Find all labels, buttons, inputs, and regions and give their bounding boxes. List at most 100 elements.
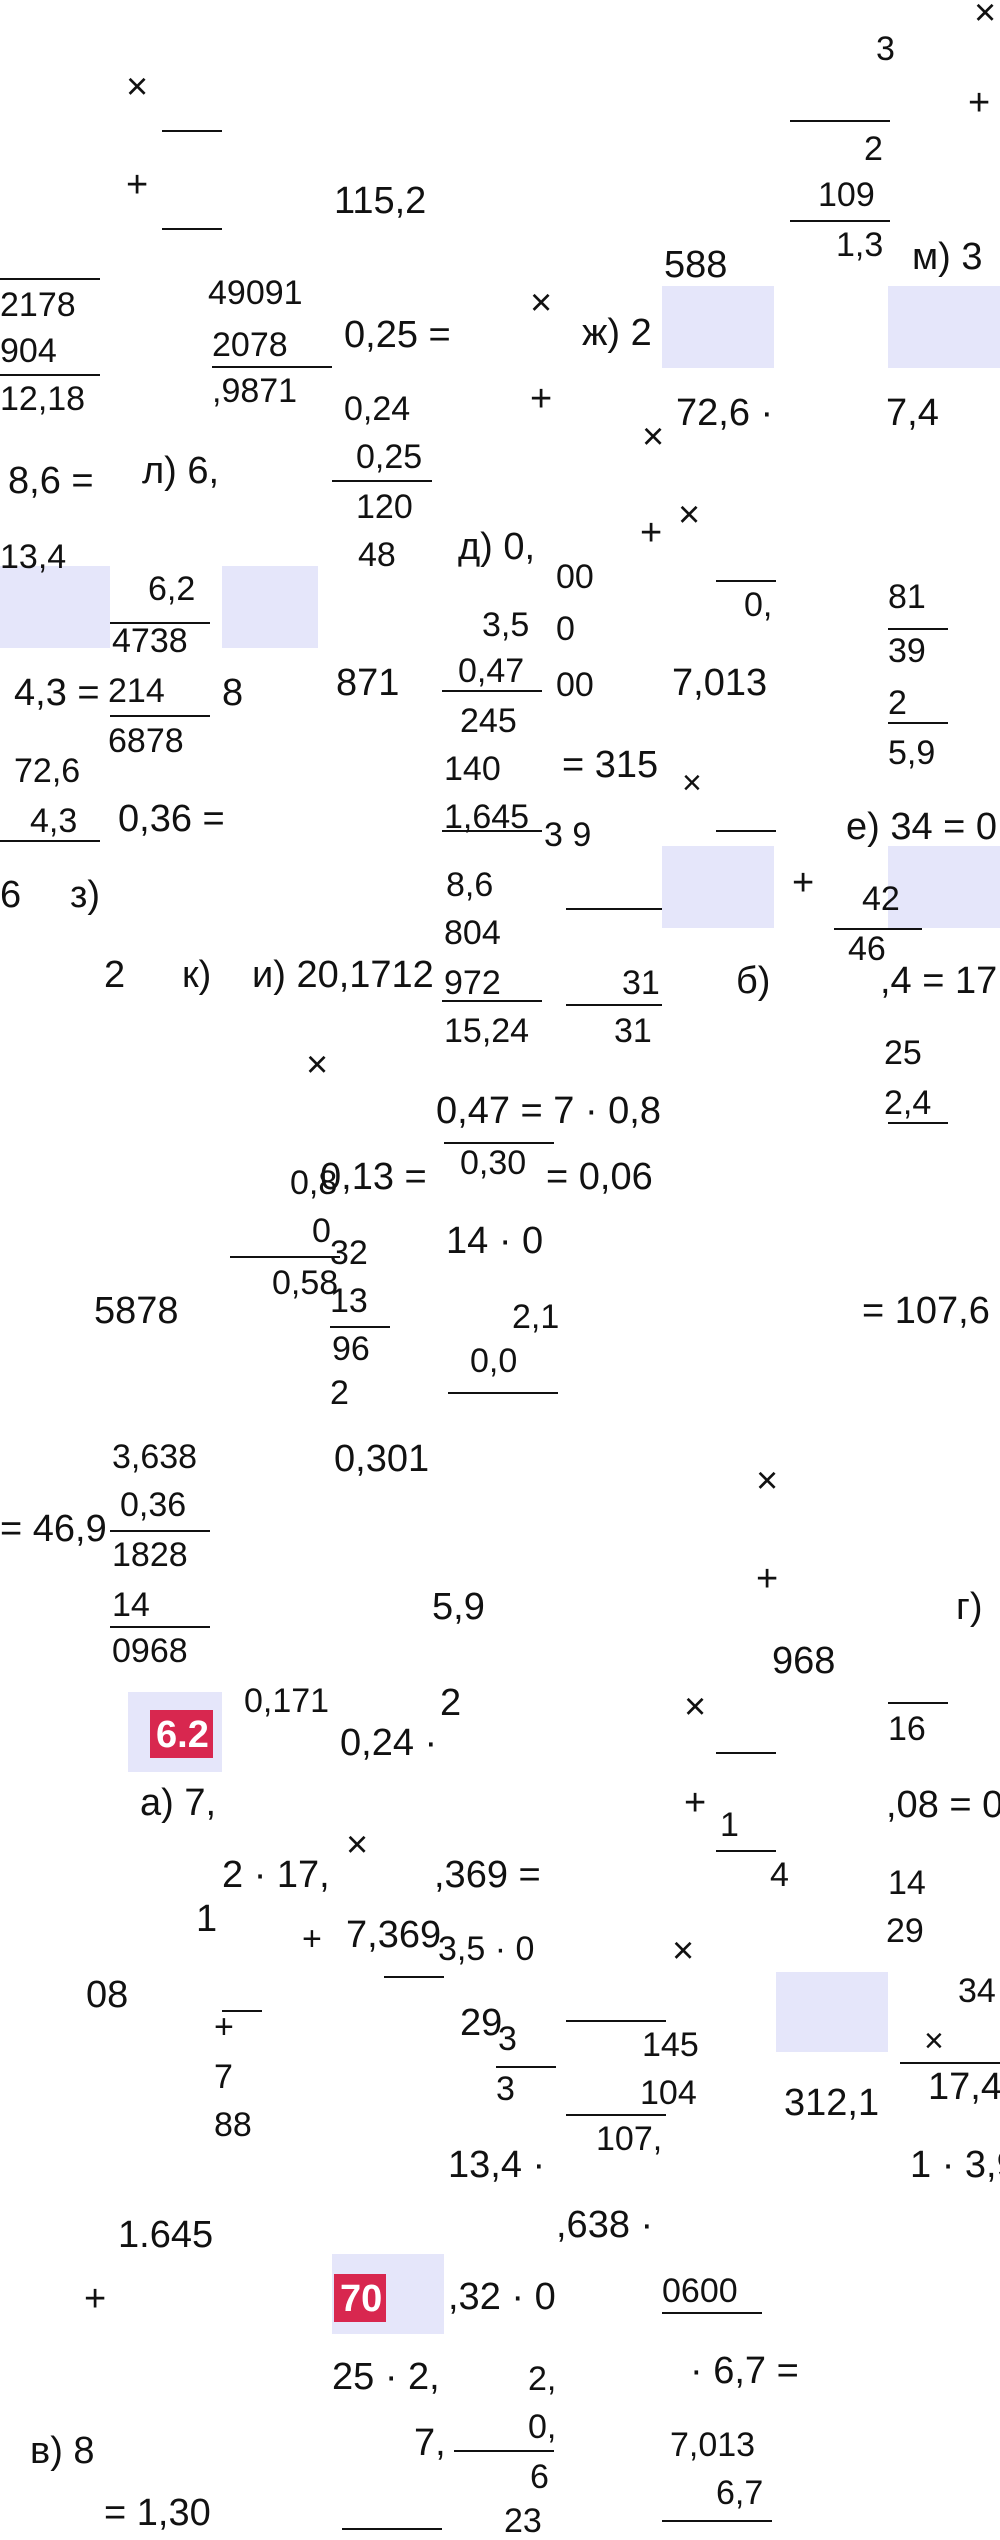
math-fragment: 13,4 · [448,2144,546,2186]
math-fragment: 2 [888,684,907,722]
math-fragment: 5,9 [888,734,936,772]
math-fragment: 17,4 [928,2066,1000,2108]
math-fragment: 2178 [0,286,76,324]
math-fragment: 39 [888,632,926,670]
fraction-rule [888,1122,948,1124]
math-fragment: 2, [528,2360,557,2398]
math-fragment: 312,1 [784,2082,880,2124]
math-fragment: 7,013 [670,2426,756,2464]
fraction-rule [162,228,222,230]
math-fragment: 00 [556,666,594,704]
fraction-rule [566,2114,666,2116]
math-fragment: + [684,1782,707,1824]
math-fragment: = 1,30 [104,2492,211,2534]
math-fragment: 25 · 2, [332,2356,440,2398]
math-fragment: + [530,378,553,420]
math-fragment: 96 [332,1330,370,1368]
math-fragment: + [302,1920,322,1958]
fraction-rule [332,480,432,482]
math-fragment: 109 [818,176,875,214]
highlight-box [662,286,774,368]
math-fragment: 0,301 [334,1438,430,1480]
math-fragment: л) 6, [142,450,220,492]
math-fragment: 31 [614,1012,652,1050]
math-fragment: × [126,66,149,108]
math-fragment: = 46,9 [0,1508,107,1550]
math-fragment: 2 [440,1682,462,1724]
math-fragment: ,08 = 0 [886,1784,1000,1826]
math-fragment: 145 [642,2026,699,2064]
fraction-rule [444,1142,554,1144]
math-fragment: ж) 2 [582,312,652,354]
math-fragment: 904 [0,332,57,370]
math-fragment: 72,6 [14,752,81,790]
math-fragment: 104 [640,2074,697,2112]
fraction-rule [330,1326,390,1328]
math-fragment: 23 [504,2502,542,2540]
fraction-rule [162,130,222,132]
math-fragment: × [306,1044,329,1086]
math-fragment: 0, [744,586,773,624]
math-fragment: × [346,1824,369,1866]
math-fragment: 13,4 [0,538,67,576]
math-fragment: 0,47 [458,652,525,690]
math-fragment: и) 20,1712 [252,954,434,996]
fraction-rule [566,2020,666,2022]
math-fragment: 16 [888,1710,926,1748]
math-fragment: 2 [330,1374,349,1412]
math-fragment: 0,47 = 7 · 0,8 [436,1090,661,1132]
math-fragment: 0,25 [356,438,423,476]
math-fragment: ,32 · 0 [448,2276,556,2318]
math-fragment: 1.645 [118,2214,214,2256]
fraction-rule [888,722,948,724]
fraction-rule [566,908,662,910]
math-fragment: 7,4 [886,392,939,434]
fraction-rule [342,2528,442,2530]
math-fragment: 3 [496,2070,515,2108]
math-fragment: 107, [596,2120,663,2158]
math-fragment: 2 [864,130,883,168]
math-fragment: 34 [958,1972,996,2010]
fraction-rule [716,580,776,582]
math-fragment: 804 [444,914,501,952]
math-fragment: × [756,1460,779,1502]
math-fragment: 42 [862,880,900,918]
fraction-rule [716,830,776,832]
math-fragment: 3,5 · 0 [438,1930,535,1968]
math-fragment: 29 [886,1912,924,1950]
math-fragment: г) [956,1586,983,1628]
math-fragment: к) [182,954,212,996]
math-fragment: 2 [104,954,126,996]
math-fragment: 0,30 [460,1144,527,1182]
math-fragment: 46 [848,930,886,968]
math-fragment: 245 [460,702,517,740]
badge-label: 6.2 [150,1710,213,1758]
math-fragment: 8,6 = [8,460,94,502]
math-fragment: а) 7, [140,1782,217,1824]
math-fragment: = 0,06 [546,1156,653,1198]
math-fragment: 968 [772,1640,836,1682]
math-fragment: 115,2 [334,180,427,222]
math-fragment: 0,36 = [118,798,225,840]
math-fragment: з) [70,874,101,916]
math-fragment: 14 [112,1586,150,1624]
math-fragment: 871 [336,662,400,704]
math-fragment: 48 [358,536,396,574]
math-fragment: 1 [720,1806,739,1844]
math-fragment: 0 [556,610,575,648]
math-fragment: 0 [312,1212,331,1250]
fraction-rule [888,628,948,630]
fraction-rule [0,840,100,842]
math-fragment: × [682,764,702,802]
fraction-rule [834,928,922,930]
math-fragment: + [640,512,663,554]
math-fragment: = 315 [562,744,659,786]
math-fragment: 0,0 [470,1342,518,1380]
math-fragment: 72,6 · [676,392,774,434]
math-fragment: · 6,7 = [690,2350,799,2392]
math-fragment: 2 · 17, [222,1854,330,1896]
math-fragment: 2,1 [512,1298,560,1336]
math-fragment: 0,13 = [320,1156,427,1198]
math-fragment: 00 [556,558,594,596]
math-fragment: ,638 · [556,2204,654,2246]
